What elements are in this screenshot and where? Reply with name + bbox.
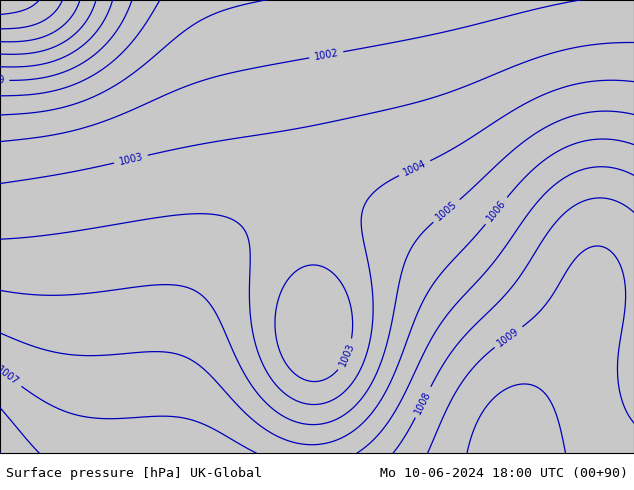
Text: 1007: 1007 [0, 365, 20, 388]
Text: 1005: 1005 [434, 199, 459, 222]
Text: 999: 999 [0, 75, 4, 85]
Text: Surface pressure [hPa] UK-Global: Surface pressure [hPa] UK-Global [6, 467, 262, 480]
Text: 1006: 1006 [485, 198, 508, 223]
Text: 1004: 1004 [401, 158, 428, 178]
Text: 1003: 1003 [118, 151, 144, 167]
Text: 1008: 1008 [413, 389, 433, 416]
Text: Mo 10-06-2024 18:00 UTC (00+90): Mo 10-06-2024 18:00 UTC (00+90) [380, 467, 628, 480]
Text: 1003: 1003 [337, 342, 356, 368]
Text: 1002: 1002 [313, 48, 339, 62]
Text: 1009: 1009 [8, 477, 27, 490]
Text: 1009: 1009 [496, 326, 521, 348]
